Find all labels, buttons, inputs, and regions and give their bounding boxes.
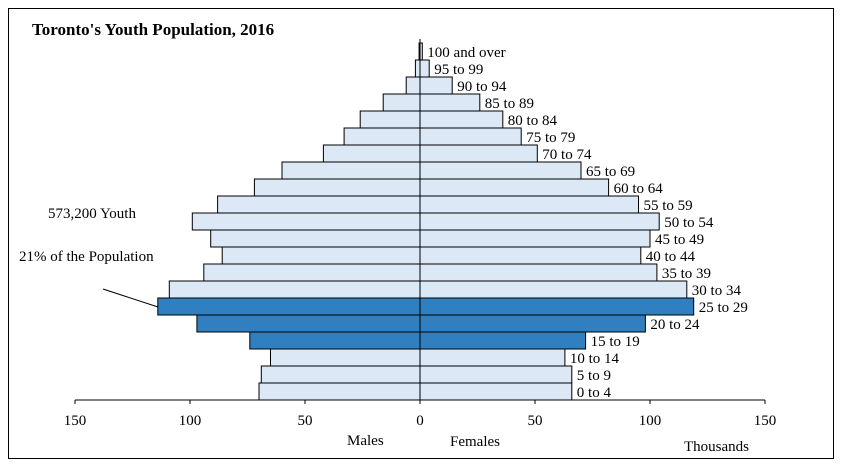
- bar-males-0-to-4: [258, 382, 421, 401]
- bar-males-40-to-44: [221, 246, 421, 265]
- age-label-35-to-39: 35 to 39: [662, 266, 711, 282]
- bar-males-30-to-34: [168, 280, 421, 299]
- x-tick-label-5: 100: [639, 413, 662, 429]
- bar-males-65-to-69: [281, 161, 421, 180]
- bar-males-20-to-24: [196, 314, 421, 333]
- bar-females-5-to-9: [419, 365, 573, 384]
- x-tick-label-2: 50: [298, 413, 313, 429]
- x-tick-label-0: 150: [64, 413, 87, 429]
- age-label-60-to-64: 60 to 64: [614, 181, 664, 197]
- age-label-65-to-69: 65 to 69: [586, 164, 635, 180]
- bar-males-95-to-99: [414, 59, 421, 78]
- age-label-80-to-84: 80 to 84: [508, 113, 558, 129]
- bar-females-75-to-79: [419, 127, 522, 146]
- age-label-85-to-89: 85 to 89: [485, 96, 534, 112]
- bar-males-35-to-39: [203, 263, 421, 282]
- bar-males-90-to-94: [405, 76, 421, 95]
- bar-females-60-to-64: [419, 178, 610, 197]
- bar-females-70-to-74: [419, 144, 538, 163]
- bar-females-45-to-49: [419, 229, 651, 248]
- bar-females-30-to-34: [419, 280, 688, 299]
- bar-females-90-to-94: [419, 76, 453, 95]
- bar-males-5-to-9: [260, 365, 421, 384]
- bar-males-80-to-84: [359, 110, 421, 129]
- age-label-20-to-24: 20 to 24: [650, 317, 700, 333]
- age-label-0-to-4: 0 to 4: [577, 385, 612, 401]
- bar-males-55-to-59: [217, 195, 421, 214]
- bar-males-25-to-29: [157, 297, 421, 316]
- x-tick-label-1: 100: [179, 413, 202, 429]
- age-label-5-to-9: 5 to 9: [577, 368, 611, 384]
- unit-label-thousands: Thousands: [684, 439, 749, 455]
- chart-title: Toronto's Youth Population, 2016: [32, 20, 275, 39]
- bar-males-70-to-74: [322, 144, 421, 163]
- age-label-100-and-over: 100 and over: [427, 45, 505, 61]
- bar-females-40-to-44: [419, 246, 642, 265]
- bar-females-20-to-24: [419, 314, 646, 333]
- age-label-10-to-14: 10 to 14: [570, 351, 620, 367]
- annotation-leader-line: [102, 288, 159, 308]
- bar-males-10-to-14: [270, 348, 421, 367]
- annotation-youth-percent: 21% of the Population: [19, 249, 154, 265]
- x-tick-label-4: 50: [528, 413, 543, 429]
- age-label-70-to-74: 70 to 74: [542, 147, 592, 163]
- bar-males-60-to-64: [253, 178, 421, 197]
- bar-males-15-to-19: [249, 331, 421, 350]
- age-label-25-to-29: 25 to 29: [699, 300, 748, 316]
- x-axis-label-females: Females: [450, 434, 500, 450]
- age-label-55-to-59: 55 to 59: [644, 198, 693, 214]
- bar-females-80-to-84: [419, 110, 504, 129]
- bar-females-55-to-59: [419, 195, 639, 214]
- x-tick-label-6: 150: [754, 413, 777, 429]
- bar-females-50-to-54: [419, 212, 660, 231]
- bar-females-25-to-29: [419, 297, 695, 316]
- bar-females-0-to-4: [419, 382, 573, 401]
- age-label-30-to-34: 30 to 34: [692, 283, 742, 299]
- bar-females-35-to-39: [419, 263, 658, 282]
- bar-females-85-to-89: [419, 93, 481, 112]
- age-label-40-to-44: 40 to 44: [646, 249, 696, 265]
- age-label-45-to-49: 45 to 49: [655, 232, 704, 248]
- age-label-90-to-94: 90 to 94: [457, 79, 507, 95]
- bar-females-95-to-99: [419, 59, 430, 78]
- bar-males-85-to-89: [382, 93, 421, 112]
- bar-males-50-to-54: [191, 212, 421, 231]
- bar-males-45-to-49: [210, 229, 421, 248]
- annotation-youth-count: 573,200 Youth: [48, 206, 136, 222]
- bar-males-75-to-79: [343, 127, 421, 146]
- age-label-95-to-99: 95 to 99: [434, 62, 483, 78]
- x-tick-label-3: 0: [416, 413, 424, 429]
- x-axis-label-males: Males: [347, 433, 384, 449]
- age-label-50-to-54: 50 to 54: [664, 215, 714, 231]
- age-label-15-to-19: 15 to 19: [591, 334, 640, 350]
- bar-females-65-to-69: [419, 161, 582, 180]
- bar-females-15-to-19: [419, 331, 587, 350]
- age-label-75-to-79: 75 to 79: [526, 130, 575, 146]
- bar-females-10-to-14: [419, 348, 566, 367]
